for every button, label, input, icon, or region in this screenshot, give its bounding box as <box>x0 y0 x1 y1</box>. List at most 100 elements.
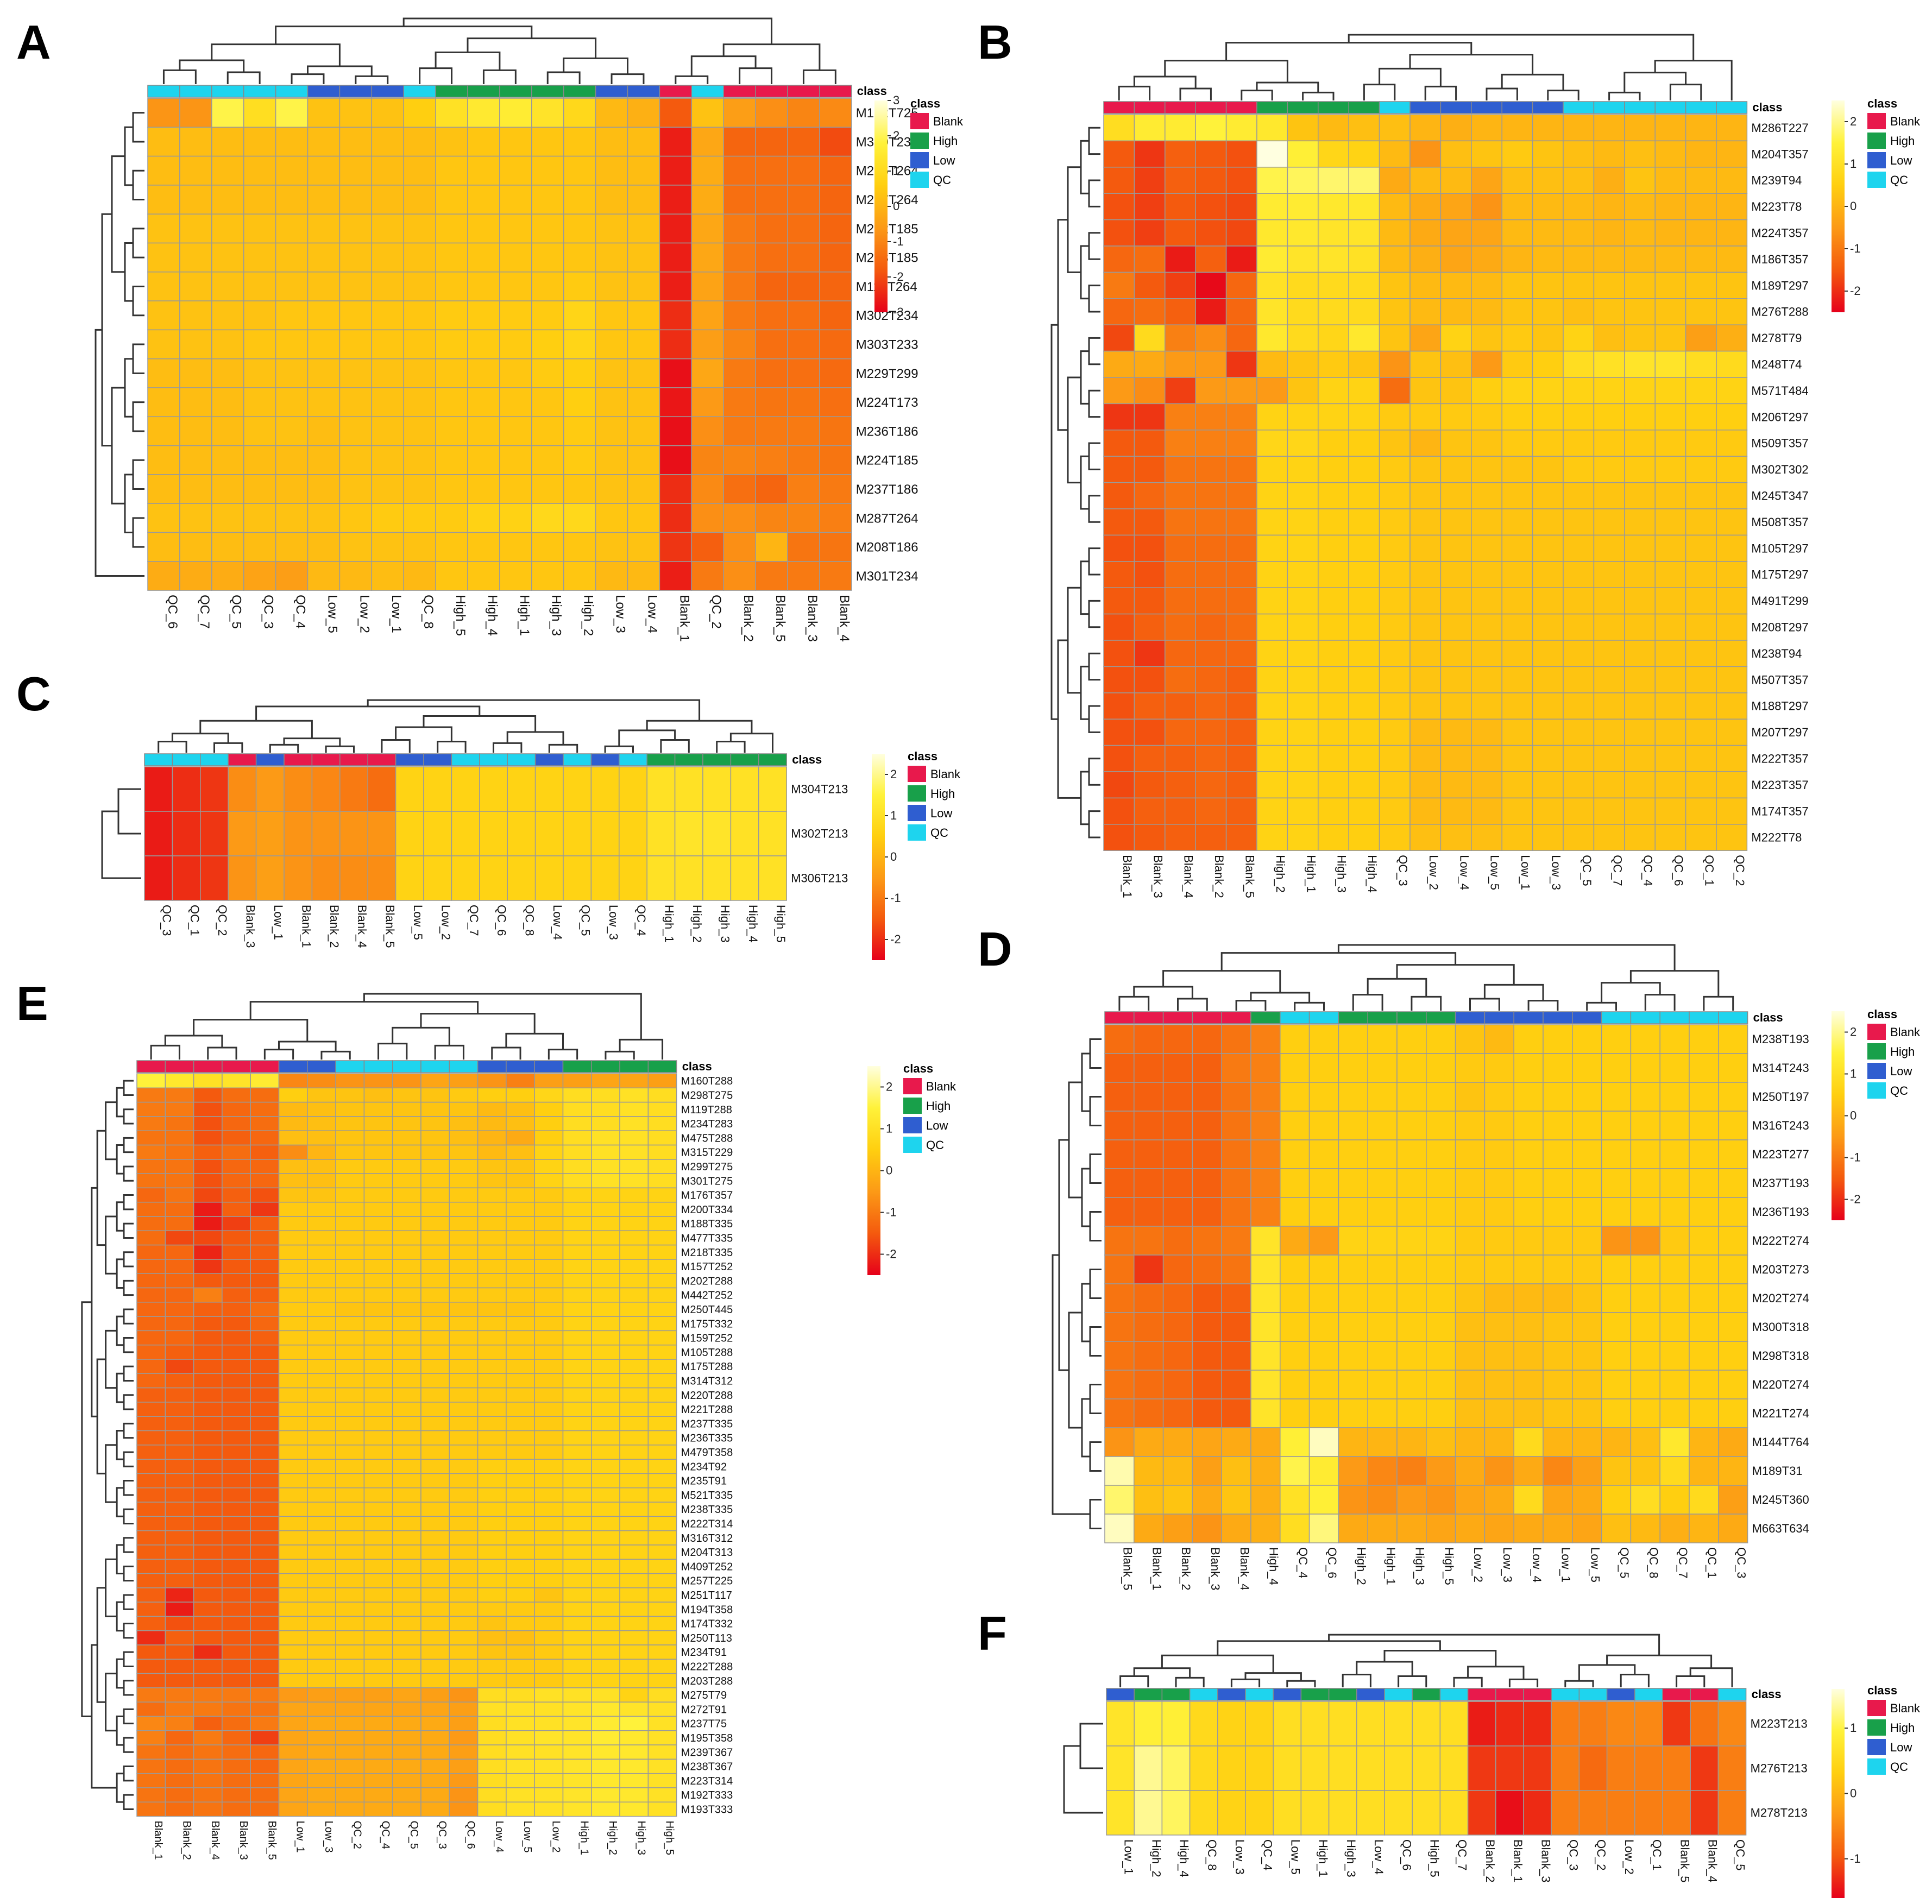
row-label: M220T288 <box>681 1390 733 1402</box>
heatmap-cell <box>1221 1427 1251 1457</box>
dendrogram-branch <box>1175 1676 1205 1687</box>
row-label: M250T113 <box>681 1632 732 1644</box>
heatmap-cell <box>1685 456 1717 483</box>
dendrogram-branch <box>123 1537 134 1553</box>
heatmap-cell <box>1654 797 1686 825</box>
dendrogram-branch <box>269 743 299 753</box>
heatmap-cell <box>335 1773 365 1788</box>
heatmap-cell <box>420 1659 450 1674</box>
heatmap-cell <box>1287 745 1319 772</box>
class-annotation-cell <box>307 85 341 98</box>
heatmap-cell <box>591 1673 620 1688</box>
heatmap-cell <box>1495 1745 1524 1791</box>
heatmap-cell <box>1543 1427 1573 1457</box>
heatmap-cell <box>627 387 660 418</box>
heatmap-cell <box>506 1787 535 1803</box>
heatmap-cell <box>1471 692 1502 720</box>
heatmap-cell <box>1513 1514 1544 1543</box>
heatmap-cell <box>335 1201 365 1217</box>
heatmap-cell <box>787 358 820 388</box>
heatmap-cell <box>307 1445 336 1460</box>
heatmap-cell <box>477 1630 507 1645</box>
heatmap-cell <box>647 1516 677 1531</box>
heatmap-cell <box>562 1801 592 1817</box>
heatmap-cell <box>1250 1485 1281 1515</box>
heatmap-cell <box>563 445 596 475</box>
heatmap-cell <box>420 1730 450 1745</box>
column-label: Low_5 <box>411 905 425 940</box>
heatmap-cell <box>335 1559 365 1574</box>
heatmap-cell <box>367 855 397 901</box>
heatmap-cell <box>1396 1226 1427 1256</box>
heatmap-cell <box>165 1216 194 1232</box>
heatmap-cell <box>335 1430 365 1446</box>
heatmap-cell <box>228 811 257 856</box>
heatmap-cell <box>449 1130 479 1146</box>
heatmap-cell <box>691 358 724 388</box>
heatmap-cell <box>477 1659 507 1674</box>
class-bar-label: class <box>1753 1011 1783 1024</box>
heatmap-cell <box>562 1544 592 1560</box>
dendrogram-branch <box>132 169 144 201</box>
dendrogram-branch <box>1411 995 1442 1011</box>
heatmap-cell <box>562 1473 592 1489</box>
heatmap-cell <box>1195 666 1227 693</box>
class-annotation-cell <box>531 85 564 98</box>
panel-label: F <box>978 1606 1007 1660</box>
heatmap-cell <box>1630 1139 1660 1169</box>
heatmap-cell <box>531 300 564 331</box>
heatmap-cell <box>335 1273 365 1289</box>
heatmap-cell <box>562 1073 592 1089</box>
heatmap-cell <box>165 1630 194 1645</box>
column-label: QC_6 <box>464 1821 476 1849</box>
heatmap-cell <box>1563 350 1595 378</box>
heatmap-cell <box>647 1373 677 1389</box>
heatmap-cell <box>392 1244 421 1260</box>
heatmap-cell <box>1348 114 1380 142</box>
heatmap-cell <box>647 1459 677 1474</box>
dendrogram-branch <box>355 75 389 84</box>
heatmap-cell <box>1685 561 1717 588</box>
heatmap-cell <box>335 1459 365 1474</box>
heatmap-cell <box>591 1130 620 1146</box>
legend-label: QC <box>930 826 948 840</box>
dendrogram-branch <box>105 1444 117 1503</box>
heatmap-cell <box>363 1087 393 1103</box>
heatmap-cell <box>467 474 500 504</box>
heatmap-cell <box>531 561 564 591</box>
heatmap-cell <box>278 1644 308 1660</box>
heatmap-cell <box>659 329 693 360</box>
heatmap-cell <box>1104 1226 1135 1256</box>
heatmap-cell <box>1134 561 1166 588</box>
heatmap-cell <box>1593 797 1625 825</box>
dendrogram-branch <box>320 1050 351 1060</box>
heatmap-cell <box>363 1773 393 1788</box>
column-label: Blank_5 <box>1243 855 1257 898</box>
heatmap-cell <box>307 213 341 244</box>
heatmap-cell <box>1250 1283 1281 1313</box>
dendrogram-branch <box>1469 998 1500 1011</box>
heatmap-cell <box>1455 1024 1486 1054</box>
heatmap-cell <box>563 416 596 446</box>
row-label: M507T357 <box>1751 673 1808 686</box>
heatmap-cell <box>595 445 628 475</box>
heatmap-cell <box>591 1616 620 1631</box>
heatmap-cell <box>647 1101 677 1117</box>
heatmap-cell <box>1348 718 1380 746</box>
heatmap-cell <box>335 1087 365 1103</box>
heatmap-cell <box>1685 745 1717 772</box>
heatmap-cell <box>420 1616 450 1631</box>
heatmap-cell <box>420 1302 450 1317</box>
dendrogram-branch <box>1586 1001 1617 1011</box>
heatmap-cell <box>647 1230 677 1246</box>
heatmap-cell <box>619 1787 649 1803</box>
dendrogram-branch <box>1068 1081 1082 1199</box>
heatmap-cell <box>339 155 373 186</box>
class-annotation-cell <box>507 753 536 766</box>
colorbar-tick-label: -2 <box>1850 1193 1861 1206</box>
heatmap-cell <box>222 1701 251 1717</box>
heatmap-cell <box>1471 640 1502 667</box>
legend-label: Blank <box>1890 115 1921 128</box>
row-label: M234T92 <box>681 1461 727 1473</box>
heatmap-cell <box>363 1473 393 1489</box>
